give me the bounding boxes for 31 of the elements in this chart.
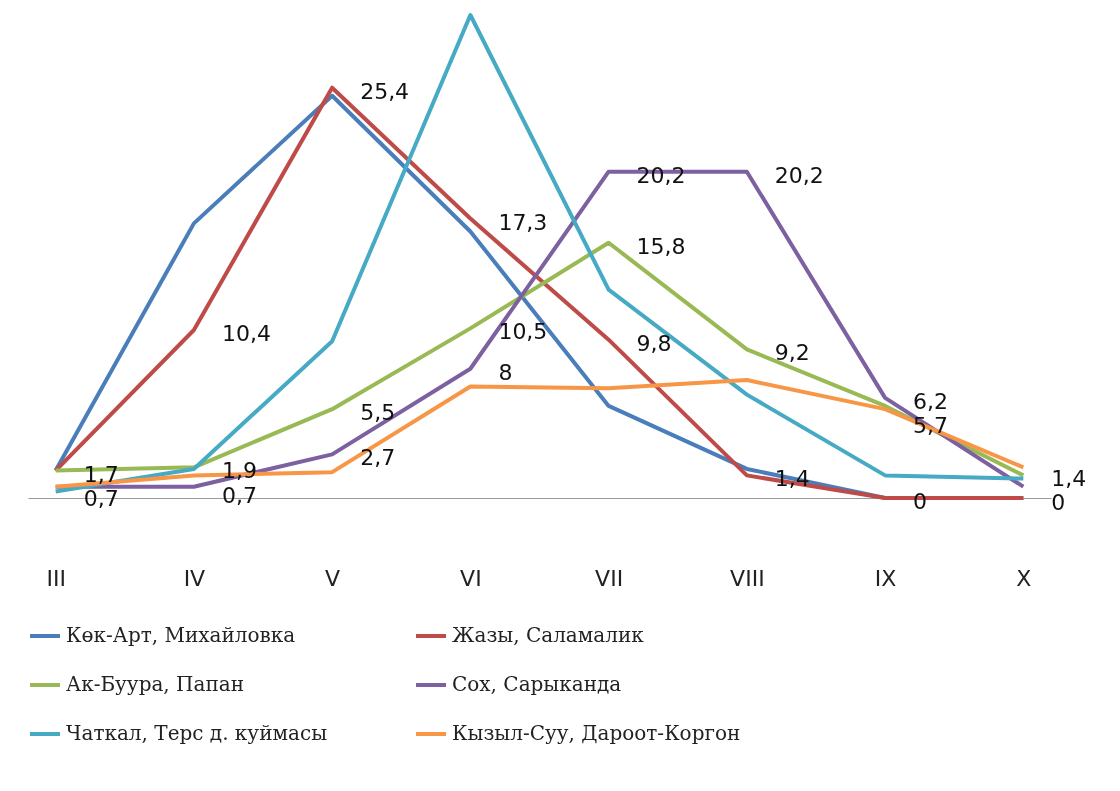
data-label: 2,7 (360, 445, 396, 471)
data-label: 1,4 (1051, 466, 1087, 492)
x-tick-label: V (325, 565, 341, 591)
data-label: 0,7 (221, 482, 257, 508)
x-tick-label: III (46, 565, 66, 591)
data-label: 25,4 (360, 78, 410, 104)
data-label: 5,5 (360, 400, 396, 426)
data-label: 20,2 (774, 162, 824, 188)
x-tick-label: VIII (730, 565, 765, 591)
legend-label: Ак-Буура, Папан (66, 672, 245, 696)
data-label: 8 (498, 359, 513, 385)
data-label: 10,4 (221, 321, 271, 346)
legend-label: Жазы, Саламалик (452, 623, 645, 647)
data-label: 10,5 (498, 319, 548, 345)
x-tick-label: IV (183, 565, 206, 591)
data-label: 0 (1051, 490, 1066, 515)
data-label: 9,2 (774, 340, 810, 366)
x-tick-label: X (1016, 565, 1032, 591)
legend-label: Чаткал, Терс д. куймасы (66, 721, 328, 745)
data-label: 1,4 (774, 466, 810, 492)
x-tick-label: VI (460, 565, 482, 591)
legend-label: Көк-Арт, Михайловка (66, 623, 296, 647)
x-tick-label: IX (874, 565, 897, 591)
legend-label: Кызыл-Суу, Дароот-Коргон (452, 721, 741, 745)
x-tick-label: VII (595, 565, 624, 591)
data-label: 17,3 (498, 209, 548, 235)
data-label: 15,8 (636, 233, 686, 259)
legend-label: Сох, Сарыканда (452, 672, 622, 696)
data-label: 9,8 (636, 330, 672, 356)
data-label: 0,7 (83, 485, 119, 511)
data-label: 6,2 (913, 388, 949, 414)
